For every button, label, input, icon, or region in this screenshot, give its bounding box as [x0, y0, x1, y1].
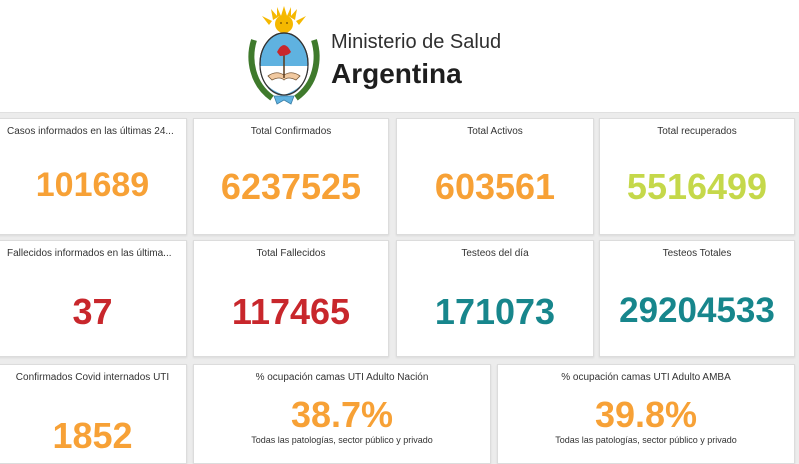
header: Ministerio de Salud Argentina: [0, 0, 799, 113]
card-ocupacion-amba: % ocupación camas UTI Adulto AMBA 39.8% …: [497, 364, 795, 464]
ministry-name: Ministerio de Salud: [331, 31, 502, 53]
card-title: Total Activos: [467, 126, 523, 137]
card-value: 39.8%: [594, 394, 698, 435]
card-internados-uti: Confirmados Covid internados UTI 1852: [0, 364, 187, 464]
card-value: 38.7%: [290, 394, 394, 435]
card-title: Confirmados Covid internados UTI: [15, 372, 170, 383]
card-value: 6237525: [220, 166, 362, 207]
card-subtitle: Todas las patologías, sector público y p…: [555, 435, 737, 445]
card-value: 171073: [434, 291, 556, 332]
card-title: % ocupación camas UTI Adulto Nación: [255, 372, 429, 383]
card-testeos-totales: Testeos Totales 29204533: [599, 240, 795, 357]
card-value: 117465: [231, 291, 351, 332]
card-title: Total Confirmados: [250, 126, 332, 137]
card-testeos-dia: Testeos del día 171073: [396, 240, 594, 357]
card-total-activos: Total Activos 603561: [396, 118, 594, 235]
card-ocupacion-nacion: % ocupación camas UTI Adulto Nación 38.7…: [193, 364, 491, 464]
card-title: Testeos del día: [461, 248, 529, 259]
card-value: 37: [72, 291, 113, 332]
card-title: Total Fallecidos: [256, 248, 326, 259]
card-value: 1852: [52, 415, 133, 456]
card-fallecidos-24h: Fallecidos informados en las últimа... 3…: [0, 240, 187, 357]
card-total-fallecidos: Total Fallecidos 117465: [193, 240, 389, 357]
card-value: 29204533: [619, 291, 775, 330]
card-subtitle: Todas las patologías, sector público y p…: [251, 435, 433, 445]
card-title: Testeos Totales: [662, 248, 732, 259]
card-value: 603561: [434, 166, 556, 207]
card-value: 101689: [35, 166, 150, 204]
card-casos-24h: Casos informados en las últimas 24... 10…: [0, 118, 187, 235]
card-title: % ocupación camas UTI Adulto AMBA: [561, 372, 731, 383]
card-title: Fallecidos informados en las últimа...: [7, 248, 172, 259]
escudo-argentina-icon: [244, 4, 324, 108]
country-name: Argentina: [331, 58, 462, 89]
card-value: 5516499: [626, 166, 768, 207]
card-title: Casos informados en las últimas 24...: [7, 126, 174, 137]
card-total-recuperados: Total recuperados 5516499: [599, 118, 795, 235]
card-title: Total recuperados: [657, 126, 737, 137]
card-total-confirmados: Total Confirmados 6237525: [193, 118, 389, 235]
